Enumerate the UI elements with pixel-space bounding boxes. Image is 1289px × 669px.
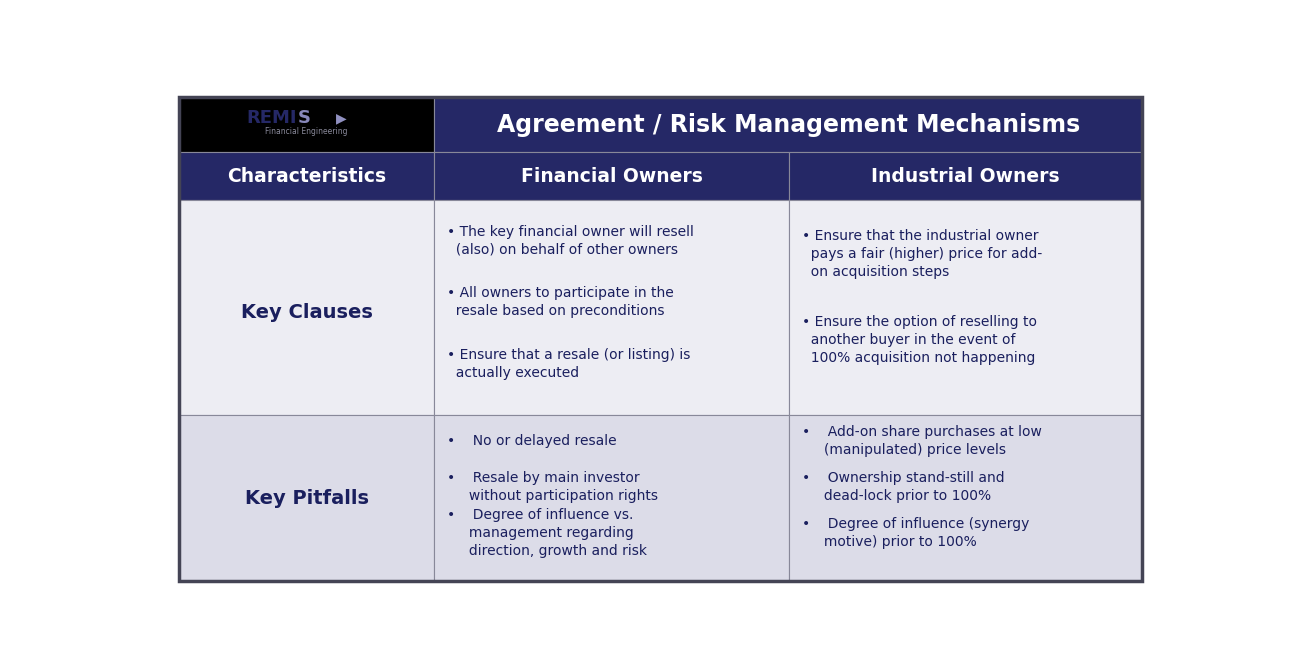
FancyBboxPatch shape	[789, 200, 1142, 415]
Text: S: S	[298, 110, 311, 127]
Text: •    Resale by main investor
     without participation rights: • Resale by main investor without partic…	[447, 472, 659, 503]
Text: Industrial Owners: Industrial Owners	[871, 167, 1060, 186]
Text: Financial Owners: Financial Owners	[521, 167, 703, 186]
Text: Agreement / Risk Management Mechanisms: Agreement / Risk Management Mechanisms	[496, 112, 1080, 136]
FancyBboxPatch shape	[179, 153, 434, 200]
Text: •    Degree of influence (synergy
     motive) prior to 100%: • Degree of influence (synergy motive) p…	[802, 517, 1029, 549]
FancyBboxPatch shape	[179, 415, 434, 581]
Text: • The key financial owner will resell
  (also) on behalf of other owners: • The key financial owner will resell (a…	[447, 225, 695, 257]
FancyBboxPatch shape	[179, 97, 434, 153]
Text: REMI: REMI	[246, 110, 296, 127]
Text: ▶: ▶	[336, 112, 347, 125]
FancyBboxPatch shape	[179, 200, 434, 415]
Text: •    Degree of influence vs.
     management regarding
     direction, growth an: • Degree of influence vs. management reg…	[447, 508, 647, 558]
FancyBboxPatch shape	[434, 153, 789, 200]
Text: Financial Engineering: Financial Engineering	[266, 127, 348, 136]
FancyBboxPatch shape	[434, 415, 789, 581]
Text: •    No or delayed resale: • No or delayed resale	[447, 434, 617, 448]
Text: •    Add-on share purchases at low
     (manipulated) price levels: • Add-on share purchases at low (manipul…	[802, 425, 1042, 457]
FancyBboxPatch shape	[789, 153, 1142, 200]
Text: • Ensure the option of reselling to
  another buyer in the event of
  100% acqui: • Ensure the option of reselling to anot…	[802, 315, 1036, 365]
Text: • All owners to participate in the
  resale based on preconditions: • All owners to participate in the resal…	[447, 286, 674, 318]
FancyBboxPatch shape	[789, 415, 1142, 581]
Text: Characteristics: Characteristics	[227, 167, 387, 186]
Text: •    Ownership stand-still and
     dead-lock prior to 100%: • Ownership stand-still and dead-lock pr…	[802, 472, 1004, 503]
Text: • Ensure that the industrial owner
  pays a fair (higher) price for add-
  on ac: • Ensure that the industrial owner pays …	[802, 229, 1042, 278]
Text: Key Clauses: Key Clauses	[241, 303, 373, 322]
Text: Key Pitfalls: Key Pitfalls	[245, 488, 369, 508]
FancyBboxPatch shape	[434, 97, 1142, 153]
Text: • Ensure that a resale (or listing) is
  actually executed: • Ensure that a resale (or listing) is a…	[447, 348, 691, 380]
FancyBboxPatch shape	[434, 200, 789, 415]
